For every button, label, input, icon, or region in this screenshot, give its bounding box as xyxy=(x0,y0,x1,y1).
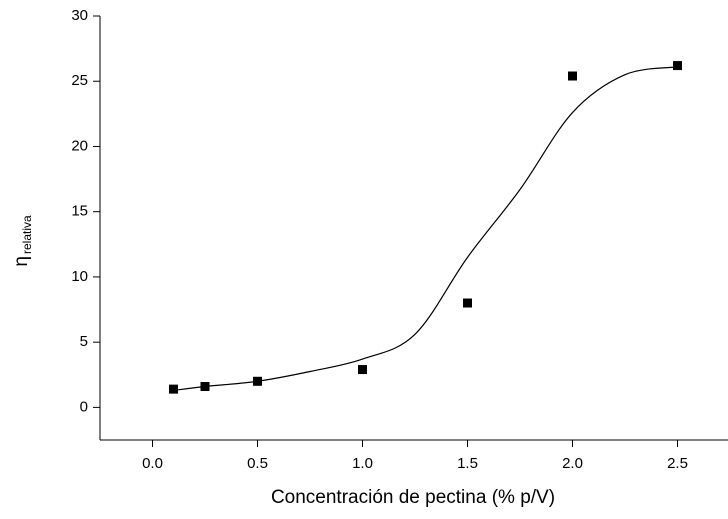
x-tick-label: 1.5 xyxy=(457,455,478,472)
fit-curve xyxy=(173,66,678,392)
x-tick-label: 0.0 xyxy=(142,455,163,472)
y-tick-label: 10 xyxy=(71,268,88,285)
x-tick-label: 0.5 xyxy=(247,455,268,472)
y-axis-subscript: relativa xyxy=(20,215,34,254)
y-tick-label: 15 xyxy=(71,203,88,220)
y-tick-label: 20 xyxy=(71,137,88,154)
y-tick-label: 25 xyxy=(71,72,88,89)
y-axis-title: η relativa xyxy=(11,215,34,267)
x-tick-label: 2.0 xyxy=(562,455,583,472)
data-point xyxy=(568,71,577,81)
data-point xyxy=(358,365,367,375)
data-point xyxy=(463,298,472,308)
y-tick-label: 0 xyxy=(80,398,88,415)
y-tick-label: 5 xyxy=(80,333,88,350)
data-point xyxy=(673,61,682,71)
y-axis-symbol: η xyxy=(11,256,32,267)
x-tick-label: 2.5 xyxy=(667,455,688,472)
data-point xyxy=(169,384,178,394)
y-tick-label: 30 xyxy=(71,7,88,24)
x-tick-label: 1.0 xyxy=(352,455,373,472)
x-axis-title: Concentración de pectina (% p/V) xyxy=(271,487,555,508)
